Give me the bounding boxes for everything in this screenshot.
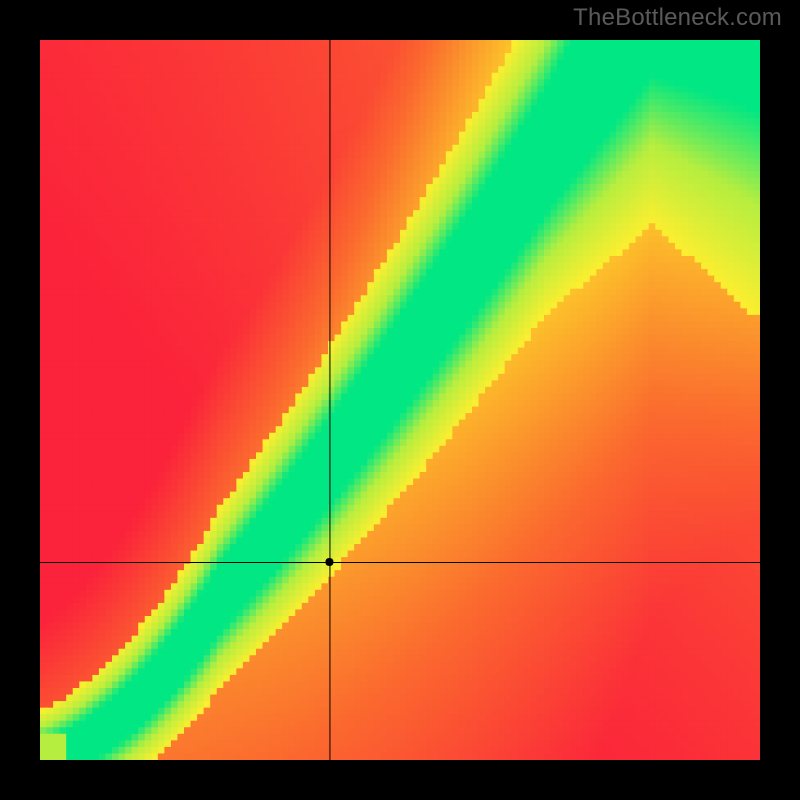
heatmap-canvas bbox=[40, 40, 760, 760]
watermark-text: TheBottleneck.com bbox=[573, 4, 782, 32]
chart-container: { "watermark": "TheBottleneck.com", "can… bbox=[0, 0, 800, 800]
heatmap-plot bbox=[40, 40, 760, 760]
